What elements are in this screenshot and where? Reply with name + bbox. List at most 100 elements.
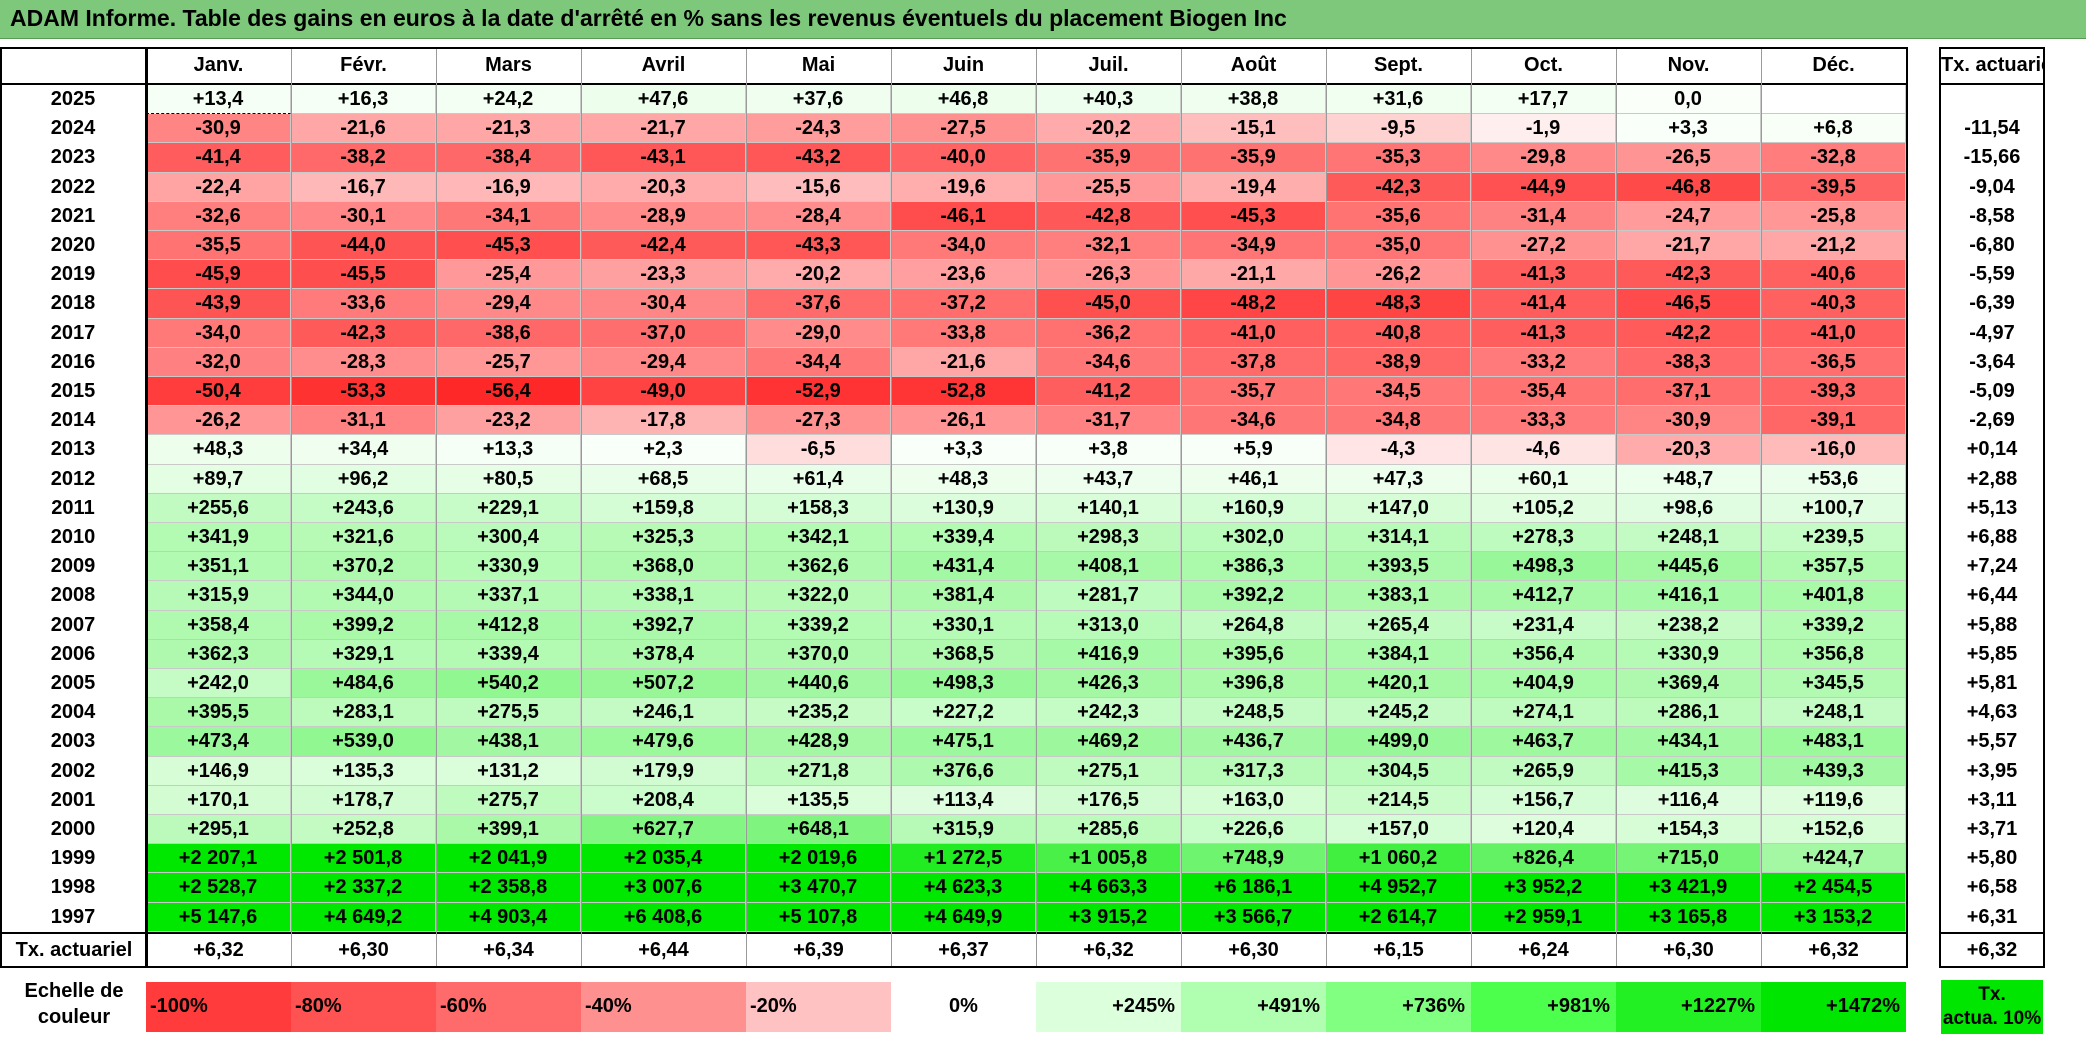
heatmap-cell: -45,5: [291, 260, 436, 290]
heatmap-cell: -31,1: [291, 406, 436, 436]
rate-cell: -4,97: [1969, 321, 2015, 344]
heatmap-cell: -37,6: [746, 289, 891, 319]
heatmap-cell: +96,2: [291, 464, 436, 494]
heatmap-cell: -33,3: [1471, 406, 1616, 436]
footer-cell: +6,24: [1518, 938, 1569, 961]
heatmap-cell: -41,0: [1761, 318, 1906, 348]
heatmap-cell: -37,2: [891, 289, 1036, 319]
heatmap-cell: -30,9: [1616, 406, 1761, 436]
footer-cell: +6,37: [938, 938, 989, 961]
heatmap-cell: -41,4: [1471, 289, 1616, 319]
heatmap-cell: +6 408,6: [581, 902, 746, 932]
heatmap-cell: +424,7: [1761, 844, 1906, 874]
heatmap-cell: -26,2: [146, 406, 291, 436]
heatmap-cell: -39,3: [1761, 377, 1906, 407]
heatmap-cell: -19,6: [891, 172, 1036, 202]
heatmap-cell: +163,0: [1181, 785, 1326, 815]
heatmap-cell: +469,2: [1036, 727, 1181, 757]
footer-cell: +6,34: [483, 938, 534, 961]
rate-cell: +6,31: [1966, 905, 2018, 928]
rate-cell: +2,88: [1966, 467, 2018, 490]
heatmap-cell: -35,0: [1326, 231, 1471, 261]
heatmap-cell: +176,5: [1036, 785, 1181, 815]
heatmap-cell: -21,7: [1616, 231, 1761, 261]
heatmap-cell: +428,9: [746, 727, 891, 757]
heatmap-cell: +17,7: [1471, 85, 1616, 115]
footer-label: Tx. actuariel: [15, 938, 133, 961]
heatmap-cell: +826,4: [1471, 844, 1616, 874]
heatmap-cell: -31,7: [1036, 406, 1181, 436]
heatmap-cell: -38,2: [291, 143, 436, 173]
color-scale-swatch: 0%: [891, 982, 1036, 1032]
heatmap-cell: +338,1: [581, 581, 746, 611]
heatmap-cell: +715,0: [1616, 844, 1761, 874]
heatmap-cell: +227,2: [891, 698, 1036, 728]
heatmap-cell: -46,8: [1616, 172, 1761, 202]
heatmap-cell: -30,1: [291, 201, 436, 231]
heatmap-cell: +13,3: [436, 435, 581, 465]
heatmap-cell: -40,8: [1326, 318, 1471, 348]
heatmap-cell: +1 272,5: [891, 844, 1036, 874]
heatmap-cell: +116,4: [1616, 785, 1761, 815]
year-label: 2010: [50, 526, 96, 548]
heatmap-cell: -36,5: [1761, 347, 1906, 377]
heatmap-cell: +351,1: [146, 552, 291, 582]
heatmap-cell: +16,3: [291, 85, 436, 115]
heatmap-cell: +342,1: [746, 523, 891, 553]
heatmap-cell: -35,9: [1181, 143, 1326, 173]
heatmap-cell: +120,4: [1471, 815, 1616, 845]
heatmap-cell: +113,4: [891, 785, 1036, 815]
heatmap-cell: +295,1: [146, 815, 291, 845]
month-header: Sept.: [1374, 54, 1423, 76]
year-label: 2001: [50, 788, 96, 811]
heatmap-cell: +399,2: [291, 610, 436, 640]
heatmap-cell: +330,9: [1616, 639, 1761, 669]
heatmap-cell: +158,3: [746, 493, 891, 523]
color-scale-swatch: +245%: [1036, 982, 1181, 1032]
heatmap-cell: -43,1: [581, 143, 746, 173]
rate-cell: +3,11: [1967, 788, 2017, 811]
heatmap-cell: -42,3: [291, 318, 436, 348]
heatmap-cell: +341,9: [146, 523, 291, 553]
heatmap-cell: +245,2: [1326, 698, 1471, 728]
heatmap-cell: -4,3: [1326, 435, 1471, 465]
heatmap-cell: +275,5: [436, 698, 581, 728]
heatmap-cell: +362,6: [746, 552, 891, 582]
heatmap-cell: +392,2: [1181, 581, 1326, 611]
heatmap-cell: +130,9: [891, 493, 1036, 523]
heatmap-cell: +265,4: [1326, 610, 1471, 640]
heatmap-cell: +463,7: [1471, 727, 1616, 757]
heatmap-cell: -35,7: [1181, 377, 1326, 407]
heatmap-cell: +648,1: [746, 815, 891, 845]
heatmap-cell: +154,3: [1616, 815, 1761, 845]
heatmap-cell: +2 501,8: [291, 844, 436, 874]
year-label: 2022: [50, 175, 96, 198]
heatmap-cell: -25,4: [436, 260, 581, 290]
heatmap-cell: -29,4: [436, 289, 581, 319]
heatmap-cell: +440,6: [746, 669, 891, 699]
rate-cell: +5,13: [1966, 496, 2018, 519]
footer-separator-rate: [1939, 931, 2045, 934]
rate-header: Tx. actuariel: [1941, 54, 2043, 76]
column-divider: [291, 49, 292, 966]
heatmap-cell: +313,0: [1036, 610, 1181, 640]
year-label: 2000: [50, 818, 96, 840]
month-header: Déc.: [1812, 54, 1855, 76]
heatmap-cell: +135,5: [746, 785, 891, 815]
heatmap-cell: -20,3: [1616, 435, 1761, 465]
year-label: 2005: [50, 672, 96, 694]
heatmap-cell: +2 035,4: [581, 844, 746, 874]
heatmap-cell: +6 186,1: [1181, 873, 1326, 903]
header-separator-rate: [1939, 83, 2045, 85]
heatmap-cell: +539,0: [291, 727, 436, 757]
heatmap-cell: +46,8: [891, 85, 1036, 115]
rate-cell: +6,44: [1966, 584, 2018, 607]
heatmap-cell: +278,3: [1471, 523, 1616, 553]
heatmap-cell: +170,1: [146, 785, 291, 815]
heatmap-cell: +300,4: [436, 523, 581, 553]
heatmap-cell: +302,0: [1181, 523, 1326, 553]
heatmap-cell: -36,2: [1036, 318, 1181, 348]
heatmap-cell: -38,4: [436, 143, 581, 173]
heatmap-cell: +286,1: [1616, 698, 1761, 728]
heatmap-cell: +47,6: [581, 85, 746, 115]
